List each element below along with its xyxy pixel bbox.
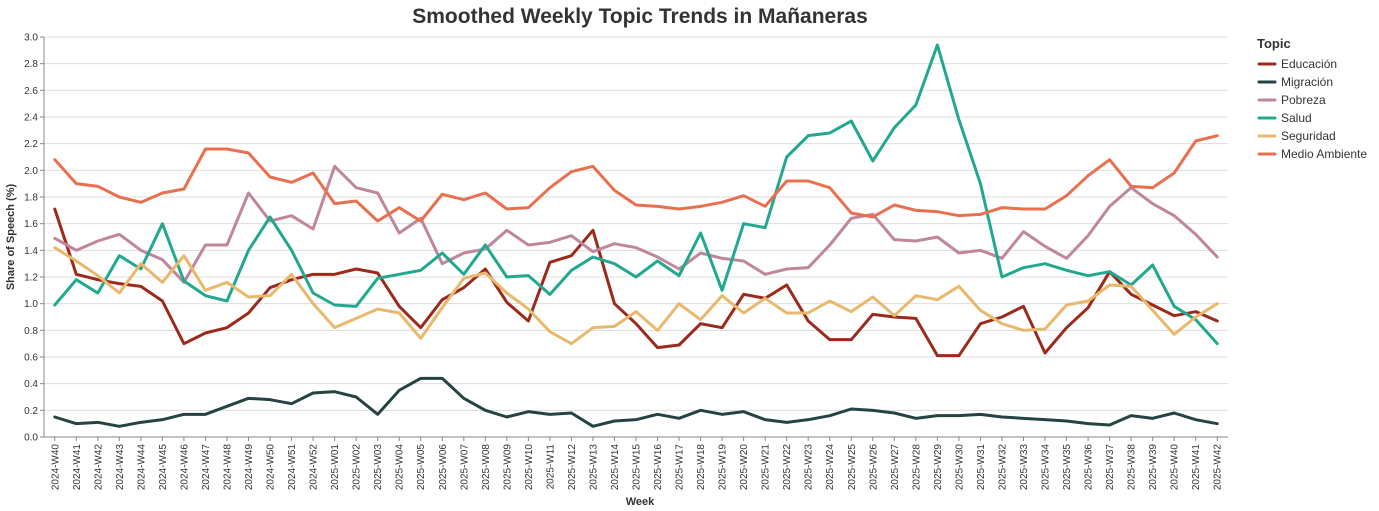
legend-label: Migración	[1281, 75, 1333, 89]
x-axis: 2024-W40 2024-W41 2024-W42 2024-W43 2024-W44…	[44, 436, 1228, 491]
x-tick-label: 2025-W02	[352, 444, 363, 491]
x-tick-label: 2024-W40	[50, 444, 61, 491]
x-tick-label: 2024-W46	[179, 444, 190, 491]
x-tick-label: 2025-W38	[1127, 444, 1138, 491]
legend-label: Salud	[1281, 111, 1312, 125]
x-tick-label: 2024-W44	[136, 444, 147, 491]
y-tick-label: 3.0	[24, 33, 38, 44]
x-tick-label: 2025-W24	[825, 444, 836, 491]
x-tick-label: 2025-W06	[438, 444, 449, 491]
y-tick-label: 1.2	[24, 273, 38, 284]
x-tick-label: 2025-W34	[1041, 444, 1052, 491]
x-tick-label: 2025-W23	[804, 444, 815, 491]
x-tick-label: 2025-W33	[1019, 444, 1030, 491]
x-tick-label: 2025-W13	[588, 444, 599, 491]
x-tick-label: 2025-W35	[1062, 444, 1073, 491]
y-axis: 0.0 0.2 0.4 0.6 0.8 1.0 1.2 1.4 1.6 1.8 2.0 2.2 2.4 2…	[24, 33, 45, 444]
y-tick-label: 2.4	[24, 113, 38, 124]
x-tick-label: 2025-W16	[653, 444, 664, 491]
x-tick-label: 2025-W04	[395, 444, 406, 491]
x-tick-label: 2025-W21	[761, 444, 772, 491]
x-tick-label: 2025-W31	[976, 444, 987, 491]
x-tick-label: 2025-W15	[632, 444, 643, 491]
y-tick-label: 2.8	[24, 59, 38, 70]
x-tick-label: 2025-W14	[610, 444, 621, 491]
y-tick-label: 0.4	[24, 379, 38, 390]
y-tick-label: 0.2	[24, 406, 38, 417]
legend-label: Seguridad	[1281, 129, 1336, 143]
x-tick-label: 2025-W10	[524, 444, 535, 491]
x-tick-label: 2025-W25	[847, 444, 858, 491]
legend-label: Medio Ambiente	[1281, 147, 1367, 161]
x-tick-label: 2024-W42	[93, 444, 104, 491]
series-line-migraci-n	[53, 376, 1219, 428]
grid	[44, 36, 1228, 438]
x-tick-label: 2025-W32	[997, 444, 1008, 491]
legend: Topic Educación Migración Pobreza Salud Segu…	[1257, 36, 1367, 161]
x-tick-label: 2025-W37	[1105, 444, 1116, 491]
x-tick-label: 2025-W05	[416, 444, 427, 491]
y-tick-label: 1.6	[24, 219, 38, 230]
x-tick-label: 2025-W41	[1191, 444, 1202, 491]
x-axis-title: Week	[626, 496, 655, 508]
x-tick-label: 2025-W03	[373, 444, 384, 491]
x-tick-label: 2024-W50	[266, 444, 277, 491]
series-lines	[53, 43, 1219, 428]
y-tick-label: 2.0	[24, 166, 38, 177]
x-tick-label: 2025-W40	[1170, 444, 1181, 491]
x-tick-label: 2025-W19	[718, 444, 729, 491]
legend-title: Topic	[1257, 36, 1291, 51]
x-tick-label: 2024-W43	[115, 444, 126, 491]
x-tick-label: 2025-W29	[933, 444, 944, 491]
series-line-seguridad	[53, 246, 1219, 346]
series-line-salud	[53, 43, 1219, 346]
y-tick-label: 0.0	[24, 433, 38, 444]
x-tick-label: 2025-W22	[782, 444, 793, 491]
x-tick-label: 2024-W48	[222, 444, 233, 491]
y-tick-label: 2.2	[24, 139, 38, 150]
x-tick-label: 2025-W07	[459, 444, 470, 491]
x-tick-label: 2025-W08	[481, 444, 492, 491]
x-tick-label: 2025-W17	[675, 444, 686, 491]
x-tick-label: 2025-W18	[696, 444, 707, 491]
x-tick-label: 2025-W12	[567, 444, 578, 491]
series-line-medio-ambiente	[53, 134, 1219, 223]
x-tick-label: 2025-W11	[545, 444, 556, 490]
y-tick-label: 1.0	[24, 299, 38, 310]
x-tick-label: 2024-W52	[309, 444, 320, 491]
x-tick-label: 2025-W30	[954, 444, 965, 491]
x-tick-label: 2025-W42	[1213, 444, 1224, 491]
x-tick-label: 2024-W51	[287, 444, 298, 491]
x-tick-label: 2025-W27	[890, 444, 901, 491]
series-line-educaci-n	[53, 207, 1219, 358]
series-line-pobreza	[53, 164, 1219, 284]
x-tick-label: 2025-W20	[739, 444, 750, 491]
y-axis-title: Share of Speech (%)	[5, 183, 17, 290]
x-tick-label: 2025-W28	[911, 444, 922, 491]
x-tick-label: 2025-W09	[502, 444, 513, 491]
legend-label: Educación	[1281, 57, 1337, 71]
x-tick-label: 2024-W45	[158, 444, 169, 491]
x-tick-label: 2024-W47	[201, 444, 212, 491]
chart-title: Smoothed Weekly Topic Trends in Mañanera…	[412, 5, 868, 28]
x-tick-label: 2024-W41	[72, 444, 83, 491]
y-tick-label: 0.6	[24, 353, 38, 364]
y-tick-label: 1.8	[24, 193, 38, 204]
x-tick-label: 2024-W49	[244, 444, 255, 491]
x-tick-label: 2025-W26	[868, 444, 879, 491]
y-tick-label: 0.8	[24, 326, 38, 337]
x-tick-label: 2025-W39	[1148, 444, 1159, 491]
y-tick-label: 1.4	[24, 246, 38, 257]
y-tick-label: 2.6	[24, 86, 38, 97]
x-tick-label: 2025-W01	[330, 444, 341, 491]
x-tick-label: 2025-W36	[1084, 444, 1095, 491]
legend-label: Pobreza	[1281, 93, 1326, 107]
